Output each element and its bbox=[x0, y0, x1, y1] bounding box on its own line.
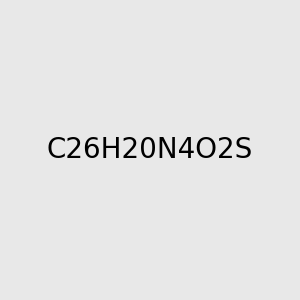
Text: C26H20N4O2S: C26H20N4O2S bbox=[47, 136, 253, 164]
